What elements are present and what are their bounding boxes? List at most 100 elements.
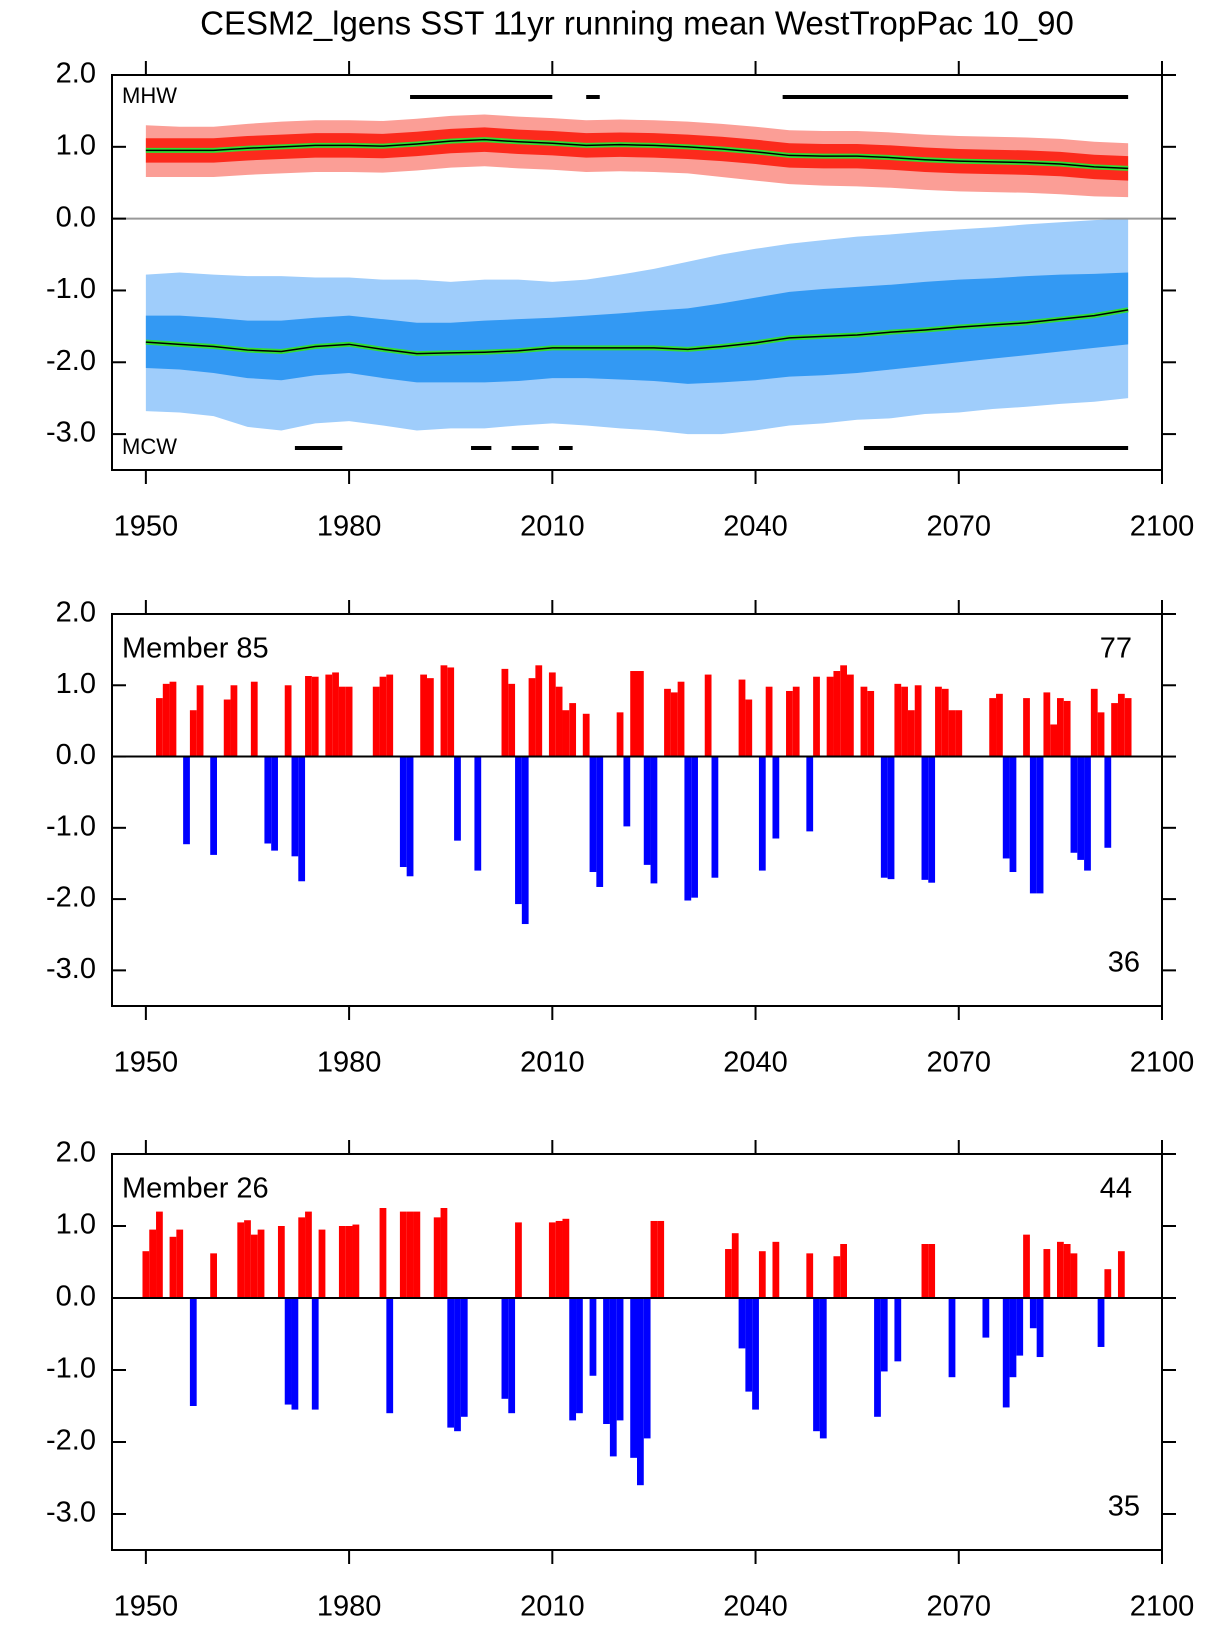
bar (1043, 692, 1051, 757)
bar (630, 1298, 637, 1458)
bar (169, 1236, 177, 1298)
bar (1023, 698, 1030, 757)
y-tick-label: -2.0 (46, 882, 96, 914)
bar (860, 686, 868, 757)
bar (1029, 1298, 1037, 1329)
bar (399, 756, 407, 868)
y-tick-label: -1.0 (46, 1353, 96, 1385)
bar (623, 756, 631, 827)
bar (758, 756, 766, 871)
bar (921, 1244, 929, 1298)
bar (833, 1256, 841, 1298)
x-tick-label: 1980 (317, 1591, 382, 1623)
y-tick-label: 1.0 (56, 129, 96, 161)
bar (589, 756, 597, 873)
bar (413, 1211, 421, 1298)
bar (189, 1298, 197, 1406)
bar (277, 1226, 285, 1298)
bar (447, 1298, 455, 1428)
bar (1090, 688, 1098, 757)
bar (508, 1298, 516, 1414)
bar (1009, 756, 1017, 873)
bar (603, 1298, 610, 1424)
x-tick-label: 2100 (1130, 1591, 1195, 1623)
bar (711, 756, 719, 878)
bar (311, 676, 319, 757)
bar (1111, 703, 1118, 757)
bar (440, 1208, 448, 1298)
positive-count: 77 (1100, 633, 1132, 665)
bar (1036, 756, 1044, 894)
bar (772, 756, 780, 839)
bar (643, 1298, 651, 1439)
bar (1002, 756, 1010, 859)
bar (420, 674, 427, 757)
bar (535, 665, 543, 757)
bar (643, 756, 651, 865)
bar (569, 703, 577, 757)
bar (840, 665, 847, 757)
mean-line (145, 309, 1129, 355)
bar (1117, 693, 1125, 757)
bar (501, 668, 509, 757)
bar (616, 1298, 624, 1421)
bar (989, 698, 997, 757)
bar (454, 756, 461, 841)
bar (345, 686, 353, 757)
bar (210, 1253, 217, 1298)
bar (894, 683, 902, 757)
bar (372, 686, 380, 757)
bar (176, 1229, 184, 1298)
bar (386, 1298, 394, 1414)
bar (684, 756, 692, 901)
bar (731, 1233, 739, 1298)
x-tick-label: 2040 (723, 1591, 788, 1623)
bar (1023, 1234, 1030, 1298)
bar (515, 756, 522, 905)
bar (406, 756, 414, 877)
bar (1002, 1298, 1010, 1408)
bar (156, 1211, 163, 1298)
bar (386, 674, 394, 757)
bar (338, 686, 346, 757)
x-tick-label: 1980 (317, 1047, 382, 1079)
bar (948, 1298, 956, 1378)
bar (325, 674, 333, 757)
bar (1057, 698, 1064, 757)
y-tick-label: 0.0 (56, 739, 96, 771)
x-tick-label: 2010 (520, 1591, 585, 1623)
bar (745, 699, 753, 757)
x-tick-label: 2070 (927, 511, 992, 543)
bar (345, 1226, 353, 1298)
bar (738, 679, 746, 757)
y-tick-label: -3.0 (46, 953, 96, 985)
bar (454, 1298, 461, 1432)
bar (630, 671, 637, 757)
bar (941, 688, 949, 757)
bar (1084, 756, 1091, 871)
y-tick-label: 0.0 (56, 201, 96, 233)
bar (670, 692, 678, 757)
bar (806, 756, 814, 832)
negative-count: 36 (1108, 947, 1140, 979)
y-tick-label: 1.0 (56, 668, 96, 700)
bar (806, 1253, 814, 1298)
bar (338, 1226, 346, 1298)
y-tick-label: -1.0 (46, 810, 96, 842)
y-tick-label: 2.0 (56, 1137, 96, 1169)
bar (894, 1298, 902, 1362)
bar (569, 1298, 577, 1421)
mean-line (145, 138, 1129, 170)
bar (1104, 1269, 1112, 1298)
bar (291, 756, 299, 857)
y-tick-label: 2.0 (56, 597, 96, 629)
bar (474, 756, 482, 871)
bar (867, 690, 875, 757)
bar (914, 685, 922, 757)
bar (508, 683, 516, 757)
bar (183, 756, 190, 845)
bar (880, 756, 888, 878)
bar (298, 1217, 306, 1298)
bar (460, 1298, 468, 1417)
